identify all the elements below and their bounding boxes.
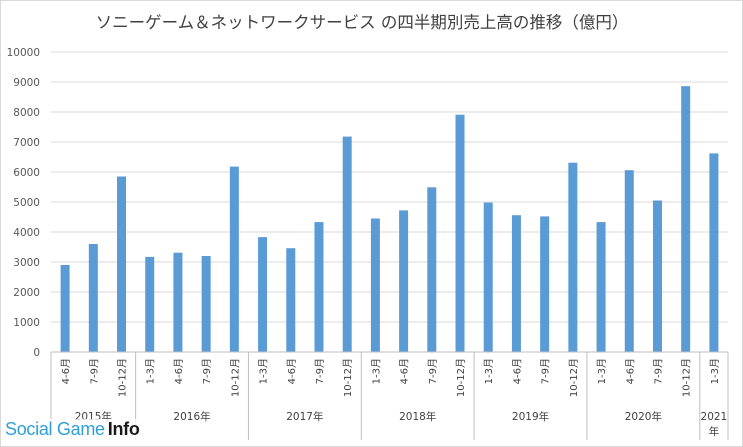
bar [145, 256, 155, 352]
x-group-label: 2021 [701, 411, 728, 423]
x-category-label: 1-3月 [258, 358, 270, 384]
y-tick-label: 9000 [13, 77, 40, 89]
x-group-label: 2016年 [173, 410, 210, 423]
x-category-label: 4-6月 [624, 358, 636, 384]
x-category-label: 1-3月 [483, 358, 495, 384]
x-category-label: 4-6月 [511, 358, 523, 384]
bar [596, 222, 606, 352]
x-category-label: 10-12月 [455, 358, 467, 397]
bar [314, 222, 324, 352]
bar [540, 216, 550, 352]
bar [709, 153, 719, 352]
x-category-label: 7-9月 [201, 358, 213, 384]
bar [568, 162, 578, 352]
y-tick-label: 10000 [7, 47, 40, 59]
x-category-label: 7-9月 [314, 358, 326, 384]
y-tick-label: 3000 [13, 257, 40, 269]
bar [88, 244, 98, 352]
x-group-label: 2017年 [286, 410, 323, 423]
bar [286, 248, 296, 352]
y-tick-label: 6000 [13, 167, 40, 179]
x-category-label: 4-6月 [60, 358, 72, 384]
x-category-label: 4-6月 [173, 358, 185, 384]
x-group-label: 年 [709, 425, 720, 438]
x-group-label: 2020年 [625, 410, 662, 423]
bar [511, 215, 521, 352]
y-tick-label: 2000 [13, 287, 40, 299]
y-tick-label: 0 [33, 347, 40, 359]
x-group-label: 2018年 [399, 410, 436, 423]
x-category-label: 1-3月 [709, 358, 721, 384]
bar [652, 200, 662, 352]
chart-title: ソニーゲーム＆ネットワークサービス の四半期別売上高の推移（億円） [96, 13, 629, 32]
x-category-label: 7-9月 [88, 358, 100, 384]
x-category-label: 7-9月 [427, 358, 439, 384]
x-category-label: 1-3月 [596, 358, 608, 384]
bar [258, 237, 268, 352]
bar [173, 252, 183, 352]
bar [624, 170, 634, 352]
y-tick-label: 4000 [13, 227, 40, 239]
x-category-label: 10-12月 [342, 358, 354, 397]
x-category-label: 1-3月 [370, 358, 382, 384]
bar [60, 265, 70, 352]
bar [681, 86, 691, 352]
x-category-label: 1-3月 [145, 358, 157, 384]
x-category-label: 10-12月 [568, 358, 580, 397]
y-tick-label: 8000 [13, 107, 40, 119]
bar [342, 136, 352, 352]
x-category-label: 4-6月 [286, 358, 298, 384]
bar [427, 187, 437, 352]
x-category-label: 10-12月 [117, 358, 129, 397]
x-category-label: 7-9月 [540, 358, 552, 384]
x-category-label: 7-9月 [652, 358, 664, 384]
bar [399, 210, 409, 352]
logo-text-social-game: Social Game [5, 419, 105, 439]
x-category-label: 4-6月 [399, 358, 411, 384]
bar [455, 114, 465, 352]
social-game-info-logo: Social Game Info [3, 419, 142, 445]
y-tick-label: 7000 [13, 137, 40, 149]
bar [229, 166, 239, 352]
bar [370, 218, 380, 352]
x-group-label: 2019年 [512, 410, 549, 423]
x-category-label: 10-12月 [229, 358, 241, 397]
bar [117, 176, 127, 352]
bar [483, 202, 493, 352]
bar [201, 256, 211, 352]
y-tick-label: 5000 [13, 197, 40, 209]
x-category-label: 10-12月 [681, 358, 693, 397]
y-tick-label: 1000 [13, 317, 40, 329]
logo-text-info: Info [107, 419, 140, 439]
